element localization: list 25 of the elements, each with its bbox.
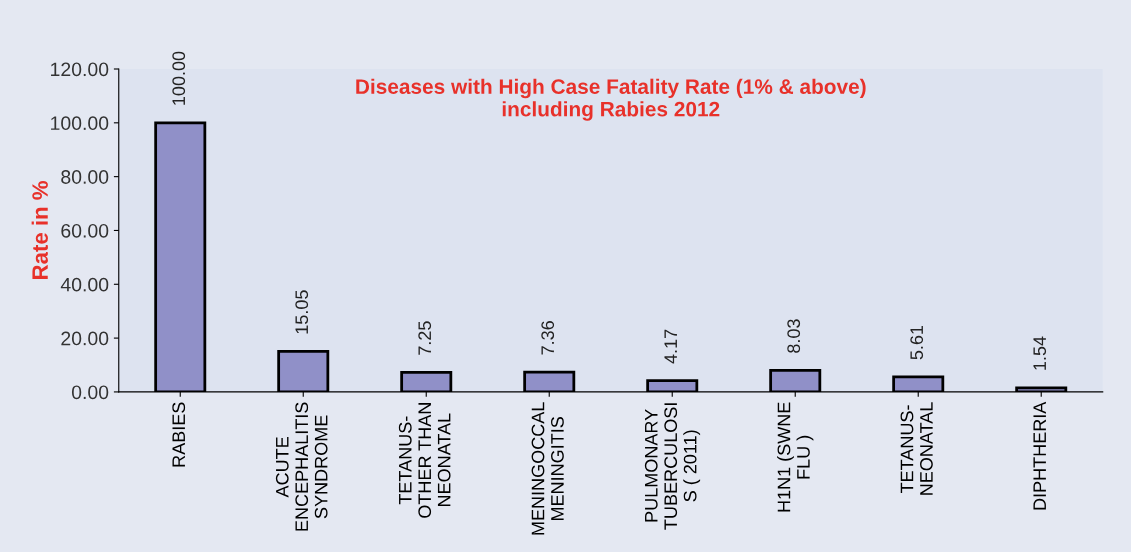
x-tick-label: H1N1 (SWNE FLU ) — [777, 402, 814, 512]
x-tick-label: TETANUS- OTHER THAN NEONATAL — [398, 403, 451, 518]
y-tick-label: 20.00 — [61, 331, 109, 346]
data-label: 5.61 — [910, 325, 924, 360]
x-tick-label: ACUTE ENCEPHALITIS SYNDROME — [275, 402, 328, 531]
y-tick-label: 0.00 — [71, 385, 109, 400]
data-label: 7.25 — [418, 321, 432, 355]
x-tick-label: DIPHTHERIA — [1033, 401, 1046, 510]
x-tick-label: PULMONARY TUBERCULOSI S ( 2011) — [644, 403, 701, 530]
y-tick-label: 40.00 — [60, 277, 109, 292]
y-tick-label: 120.00 — [51, 62, 109, 77]
y-tick-label: 60.00 — [61, 223, 109, 238]
y-tick-label: 80.00 — [61, 170, 109, 184]
x-tick-label: MENINGOCCAL MENINGITIS — [531, 402, 564, 535]
data-label: 4.17 — [664, 329, 677, 364]
x-tick-label: TETANUS- NEONATAL — [900, 402, 933, 495]
data-label: 7.36 — [541, 321, 555, 355]
x-tick-label: RABIES — [172, 402, 186, 467]
data-label: 1.54 — [1033, 336, 1047, 370]
y-tick-label: 100.00 — [51, 116, 109, 131]
data-label: 15.05 — [295, 290, 309, 334]
y-axis-title: Rate in % — [31, 181, 48, 279]
data-label: 8.03 — [787, 319, 801, 353]
data-label: 100.00 — [172, 51, 186, 105]
text: Diseases with High Case Fatality Rate (1% & above) including Rabies 2012 — [356, 78, 866, 121]
